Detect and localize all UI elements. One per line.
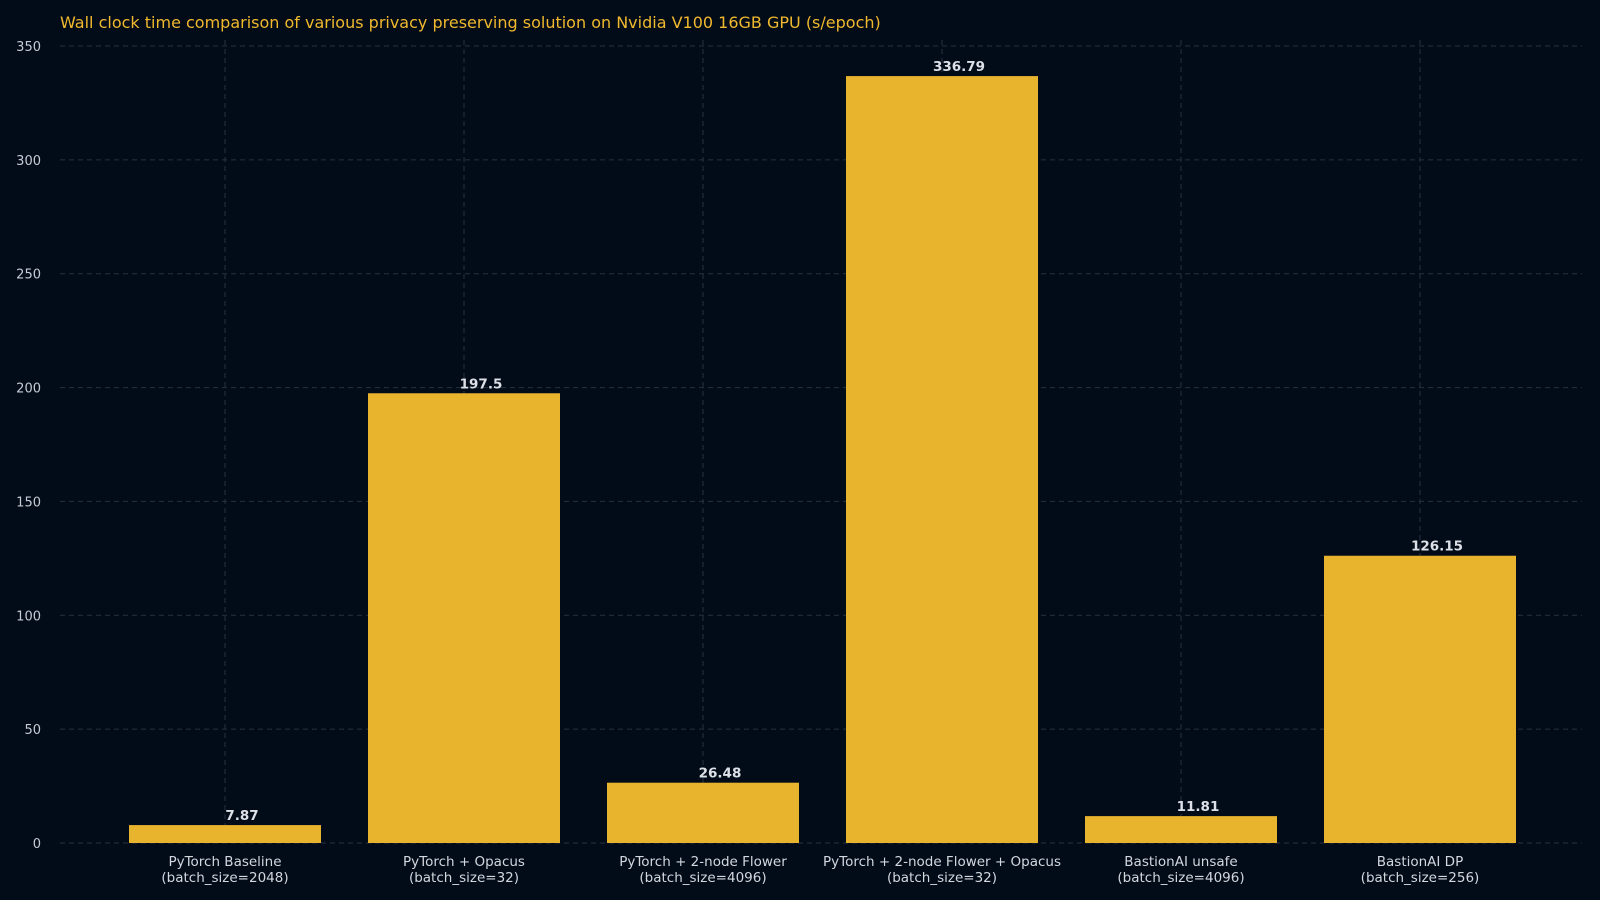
x-tick-label: PyTorch + Opacus (batch_size=32) bbox=[403, 854, 525, 886]
x-tick-label: BastionAI unsafe (batch_size=4096) bbox=[1117, 854, 1244, 886]
y-tick-label: 350 bbox=[16, 40, 41, 55]
bar-value-label: 126.15 bbox=[1411, 539, 1463, 555]
bar bbox=[1324, 555, 1516, 843]
bar-value-label: 197.5 bbox=[460, 376, 503, 392]
bar-value-label: 7.87 bbox=[225, 808, 258, 824]
x-axis-ticks: PyTorch Baseline (batch_size=2048) PyTorch… bbox=[161, 854, 1479, 886]
y-tick-label: 0 bbox=[33, 837, 41, 852]
y-tick-label: 150 bbox=[16, 495, 41, 510]
bar bbox=[607, 782, 799, 843]
grid-lines bbox=[60, 40, 1582, 844]
bar bbox=[368, 393, 560, 843]
y-tick-label: 300 bbox=[16, 154, 41, 169]
x-tick-label: PyTorch + 2-node Flower (batch_size=4096) bbox=[619, 854, 787, 886]
y-tick-label: 50 bbox=[24, 723, 41, 738]
bar-value-label: 26.48 bbox=[699, 766, 742, 782]
data-labels: 7.87 197.5 26.48 336.79 11.81 126.15 bbox=[225, 59, 1463, 824]
bar-value-label: 336.79 bbox=[933, 59, 985, 75]
y-tick-label: 200 bbox=[16, 382, 41, 397]
x-tick-label: PyTorch + 2-node Flower + Opacus (batch_s… bbox=[823, 854, 1061, 886]
x-tick-label: PyTorch Baseline (batch_size=2048) bbox=[161, 854, 288, 886]
y-tick-label: 100 bbox=[16, 609, 41, 624]
bar bbox=[846, 76, 1038, 843]
x-tick-label: BastionAI DP (batch_size=256) bbox=[1361, 854, 1480, 886]
y-axis-ticks: 0 50 100 150 200 250 300 350 bbox=[16, 40, 41, 852]
chart-title: Wall clock time comparison of various pr… bbox=[60, 13, 881, 32]
bars bbox=[129, 76, 1516, 843]
bar-value-label: 11.81 bbox=[1177, 799, 1220, 815]
bar bbox=[1085, 816, 1277, 843]
y-tick-label: 250 bbox=[16, 268, 41, 283]
bar bbox=[129, 825, 321, 843]
